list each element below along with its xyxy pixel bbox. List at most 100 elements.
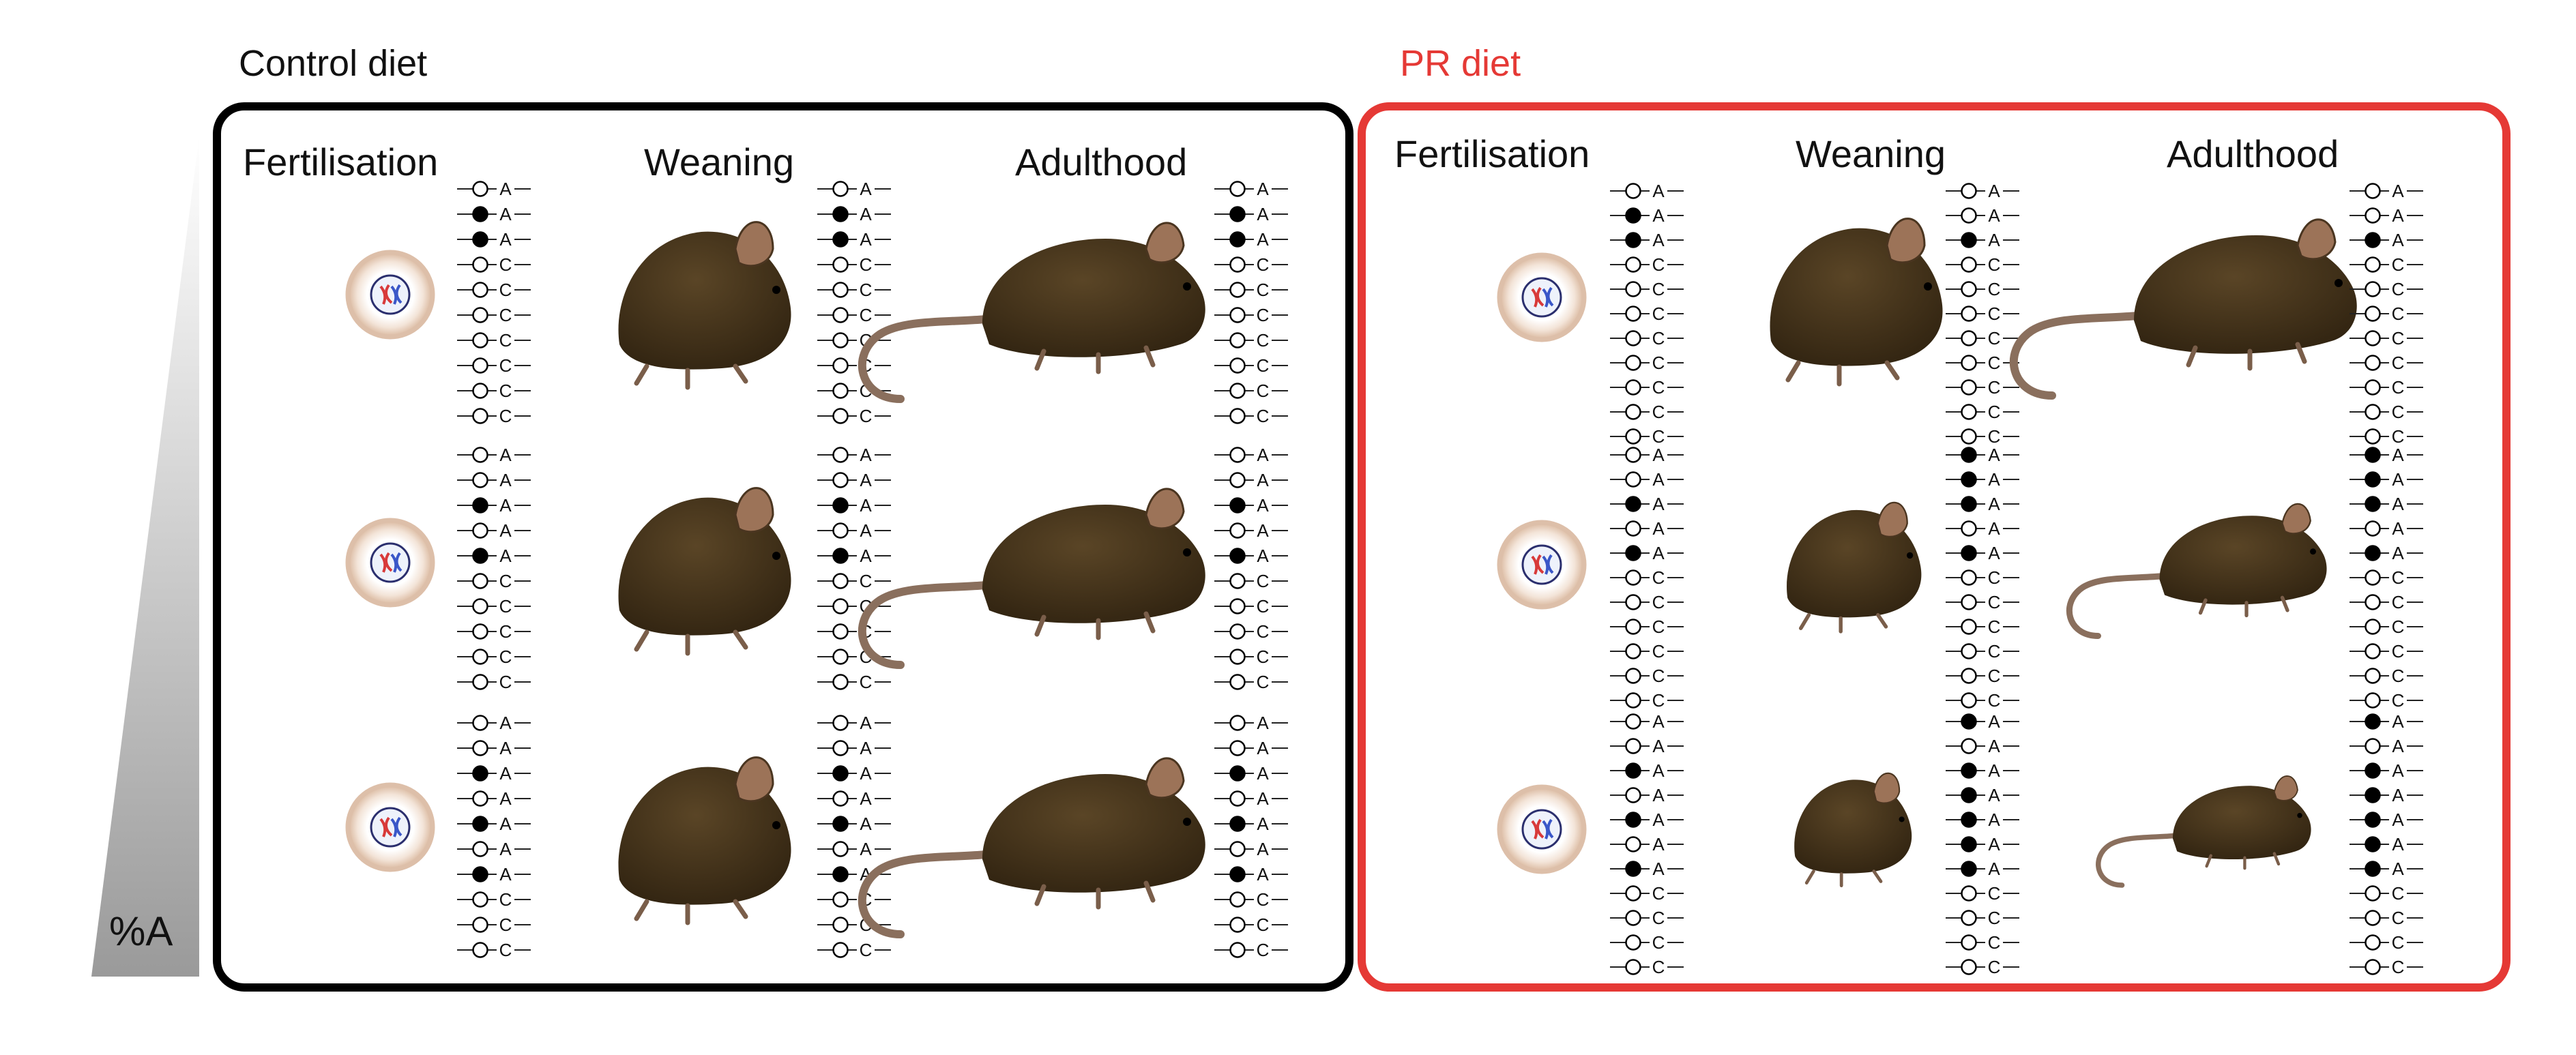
letter-bg	[1254, 942, 1272, 958]
mouse-feet	[1798, 613, 1888, 634]
mouse-eye	[2334, 279, 2343, 287]
unmethylated-site	[1229, 357, 1246, 374]
methylated-site	[2365, 836, 2381, 852]
letter-bg	[1650, 713, 1667, 730]
pr-adult-mouse-row2	[2066, 503, 2327, 639]
zygote-nucleus	[1521, 544, 1562, 585]
unmethylated-site	[1229, 181, 1246, 197]
letter-bg	[1650, 959, 1667, 975]
base-label: A	[499, 788, 512, 809]
letter-bg	[1650, 355, 1667, 371]
base-label: A	[1988, 736, 2000, 756]
pr-diet-panel	[1358, 102, 2511, 992]
base-label: A	[860, 229, 872, 250]
mouse-feet	[1034, 345, 1156, 374]
base-label: A	[1652, 230, 1665, 250]
methylated-site	[1229, 866, 1246, 882]
letter-bg	[1985, 379, 2003, 396]
base-label: A	[1257, 864, 1269, 885]
letter-bg	[1650, 496, 1667, 512]
methylated-site	[1229, 231, 1246, 248]
unmethylated-site	[2365, 404, 2381, 420]
zygote-ring	[1497, 520, 1587, 610]
base-label: C	[1257, 381, 1270, 401]
letter-bg	[2389, 281, 2407, 297]
mouse-eye	[772, 286, 780, 294]
unmethylated-site	[1229, 522, 1246, 539]
methylated-site	[832, 231, 849, 248]
letter-bg	[1254, 332, 1272, 348]
methylated-site	[1961, 232, 1977, 248]
base-label: C	[1652, 883, 1665, 904]
letter-bg	[1254, 206, 1272, 222]
letter-bg	[1254, 765, 1272, 782]
letter-bg	[1254, 623, 1272, 640]
methylated-site	[2365, 496, 2381, 512]
letter-bg	[497, 206, 514, 222]
zygote-ring	[345, 518, 435, 608]
base-label: A	[2392, 760, 2404, 781]
unmethylated-site	[1229, 447, 1246, 463]
unmethylated-site	[472, 598, 488, 614]
letter-bg	[1254, 383, 1272, 399]
unmethylated-site	[832, 357, 849, 374]
letter-bg	[1650, 232, 1667, 248]
letter-bg	[1985, 885, 2003, 902]
unmethylated-site	[1229, 917, 1246, 933]
base-label: A	[860, 179, 872, 199]
letter-bg	[2389, 738, 2407, 754]
base-label: C	[1988, 666, 2001, 686]
mouse-ear	[734, 756, 774, 803]
methylated-site	[2365, 232, 2381, 248]
unmethylated-site	[1229, 332, 1246, 348]
letter-bg	[1650, 812, 1667, 828]
unmethylated-site	[832, 891, 849, 908]
base-label: A	[499, 179, 512, 199]
unmethylated-site	[1625, 692, 1641, 709]
letter-bg	[1985, 281, 2003, 297]
letter-bg	[1254, 231, 1272, 248]
base-label: C	[499, 571, 512, 591]
letter-bg	[857, 674, 875, 690]
letter-bg	[1985, 738, 2003, 754]
letter-bg	[497, 891, 514, 908]
percent-a-label: %A	[109, 908, 173, 954]
unmethylated-site	[1961, 183, 1977, 199]
base-label: C	[2392, 690, 2405, 711]
base-label: A	[1988, 809, 2000, 830]
base-label: A	[1652, 494, 1665, 514]
letter-bg	[1254, 740, 1272, 756]
mouse-eye	[2297, 812, 2302, 818]
unmethylated-site	[472, 307, 488, 323]
unmethylated-site	[1625, 959, 1641, 975]
unmethylated-site	[1961, 594, 1977, 610]
letter-bg	[2389, 256, 2407, 273]
base-label: A	[1652, 205, 1665, 226]
letter-bg	[857, 790, 875, 807]
methylated-site	[1961, 812, 1977, 828]
base-label: A	[499, 470, 512, 490]
letter-bg	[857, 231, 875, 248]
unmethylated-site	[1961, 910, 1977, 926]
base-label: C	[1652, 592, 1665, 612]
letter-bg	[857, 307, 875, 323]
letter-bg	[1650, 692, 1667, 709]
base-label: A	[1652, 785, 1665, 805]
unmethylated-site	[1229, 649, 1246, 665]
unmethylated-site	[1625, 910, 1641, 926]
base-label: C	[860, 406, 873, 426]
letter-bg	[857, 472, 875, 488]
unmethylated-site	[1625, 594, 1641, 610]
letter-bg	[857, 942, 875, 958]
base-label: A	[1257, 763, 1269, 784]
base-label: A	[1652, 543, 1665, 563]
unmethylated-site	[1229, 942, 1246, 958]
unmethylated-site	[1625, 569, 1641, 586]
unmethylated-site	[2365, 934, 2381, 951]
base-label: A	[2392, 205, 2404, 226]
control-weaning-mouse-row1	[618, 221, 791, 390]
methylated-site	[2365, 861, 2381, 877]
